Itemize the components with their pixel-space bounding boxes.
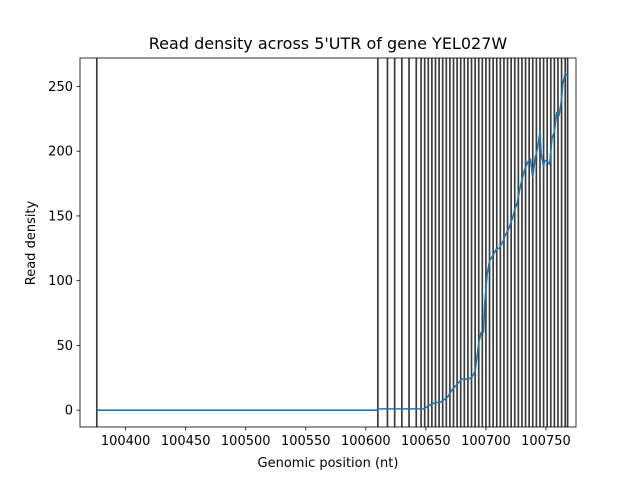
- y-tick-label-250: 250: [48, 80, 73, 95]
- y-tick-label-150: 150: [48, 209, 73, 224]
- y-tick-label-50: 50: [56, 339, 73, 354]
- x-axis-ticks: 100400 100450 100500 100550 100600 100650 1007…: [101, 427, 571, 449]
- x-tick-label-100500: 100500: [221, 434, 271, 449]
- x-tick-label-100400: 100400: [101, 434, 151, 449]
- y-tick-label-0: 0: [65, 404, 73, 419]
- y-axis-ticks: 0 50 100 150 200 250: [48, 80, 80, 419]
- series-group: [96, 72, 569, 411]
- y-tick-label-100: 100: [48, 274, 73, 289]
- x-tick-label-100750: 100750: [521, 434, 571, 449]
- chart-title: Read density across 5'UTR of gene YEL027…: [149, 34, 508, 53]
- x-tick-label-100650: 100650: [401, 434, 451, 449]
- plot-area-frame: [79, 57, 577, 428]
- y-axis-label: Read density: [24, 200, 39, 285]
- x-tick-label-100550: 100550: [281, 434, 331, 449]
- x-tick-label-100450: 100450: [161, 434, 211, 449]
- x-axis-label: Genomic position (nt): [258, 456, 399, 471]
- x-tick-label-100600: 100600: [341, 434, 391, 449]
- vertical-marker-lines: [95, 58, 569, 427]
- x-tick-label-100700: 100700: [461, 434, 511, 449]
- y-tick-label-200: 200: [48, 145, 73, 160]
